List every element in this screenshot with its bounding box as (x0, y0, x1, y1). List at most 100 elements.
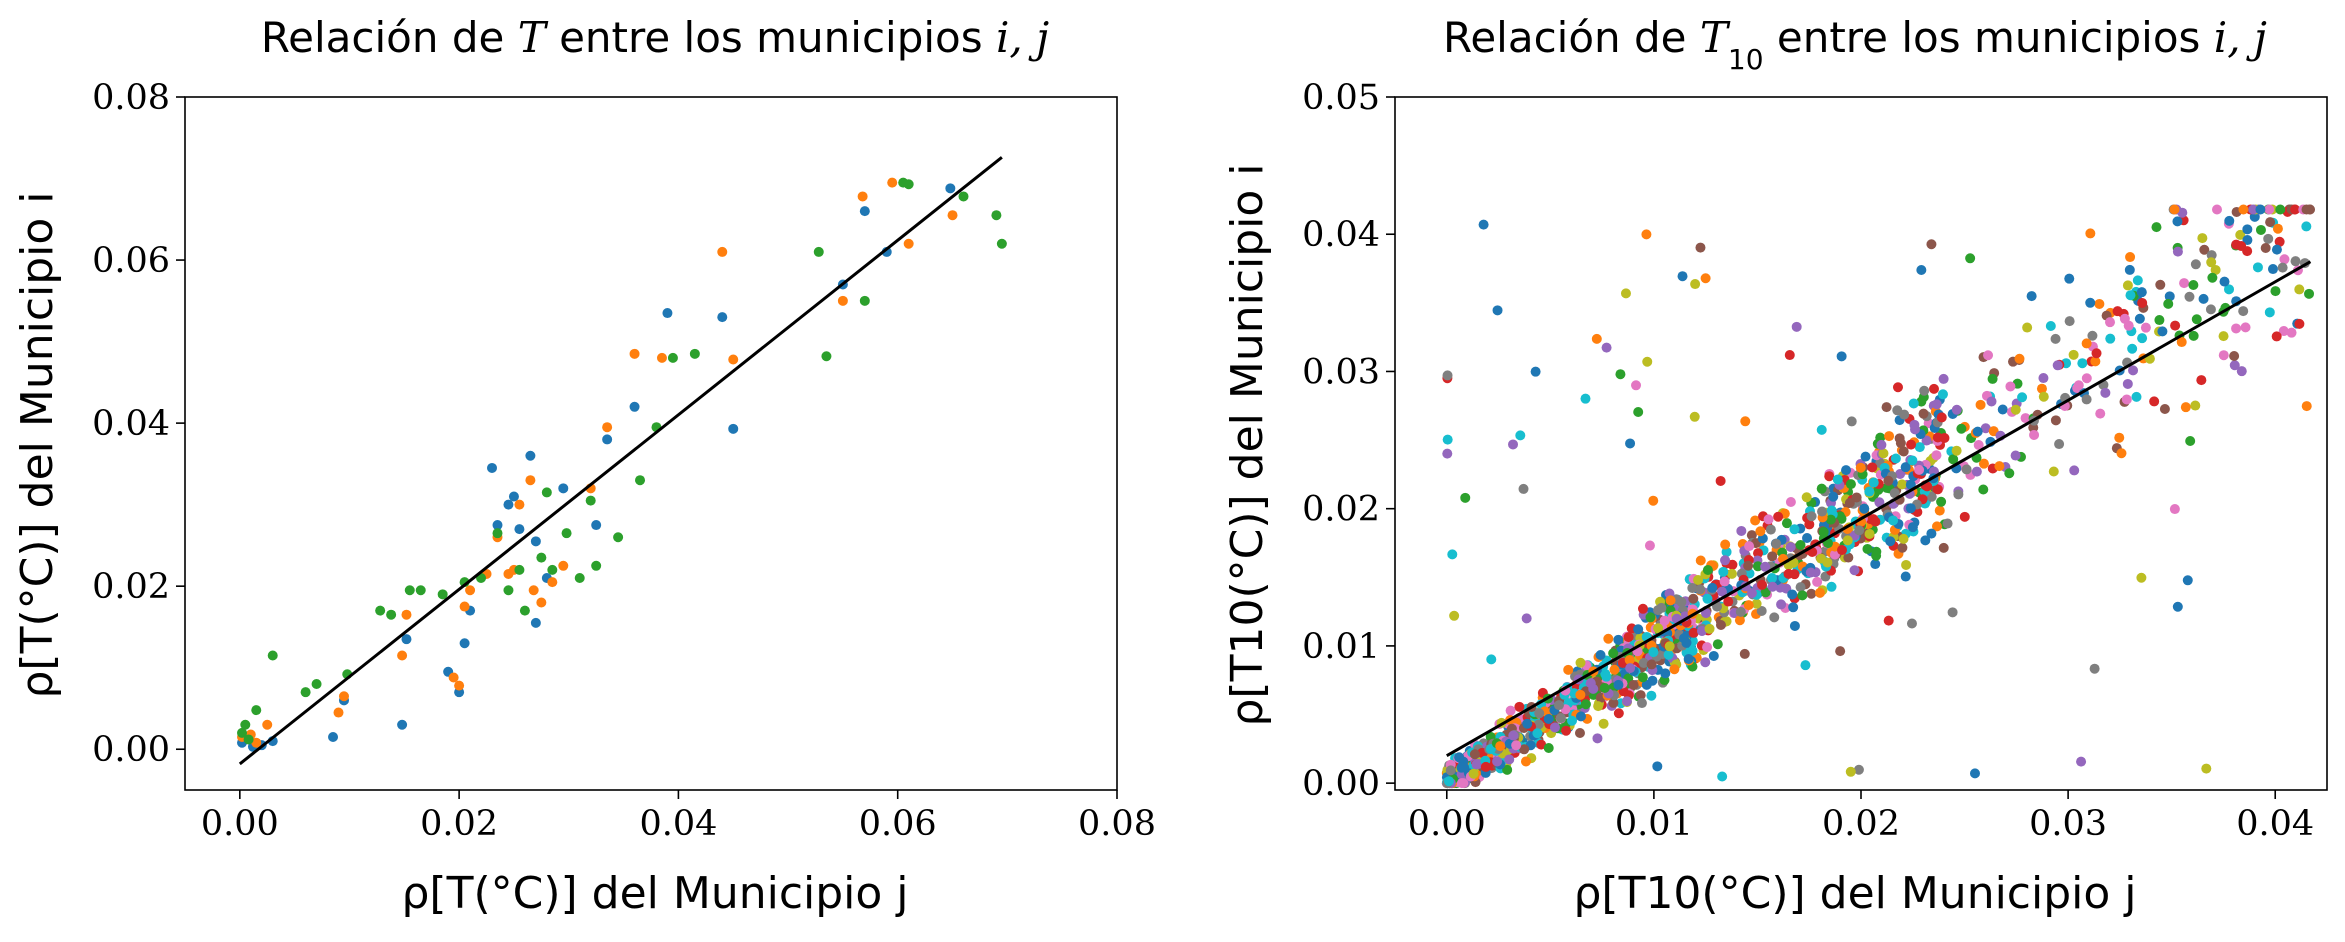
data-point (2242, 235, 2253, 246)
data-point (1681, 637, 1692, 648)
data-point (2068, 349, 2079, 360)
data-point (1965, 253, 1976, 264)
data-point (1720, 555, 1731, 566)
data-point (503, 499, 514, 510)
data-point (1876, 439, 1887, 450)
data-point (2132, 275, 2143, 286)
data-point (1975, 399, 1986, 410)
data-point (1937, 389, 1948, 400)
data-point (1942, 518, 1953, 529)
data-point (2010, 404, 2021, 415)
data-point (1897, 542, 1908, 553)
data-point (1449, 610, 1460, 621)
data-point (525, 475, 536, 486)
data-point (404, 585, 415, 596)
data-point (1508, 730, 1519, 741)
data-point (2198, 293, 2209, 304)
data-point (2264, 307, 2275, 318)
data-point (1897, 479, 1908, 490)
data-point (1765, 524, 1776, 535)
data-point (1695, 555, 1706, 566)
data-point (1543, 713, 1554, 724)
data-point (1939, 433, 1950, 444)
data-point (1870, 516, 1881, 527)
data-point (1934, 505, 1945, 516)
data-point (1701, 608, 1712, 619)
data-point (1920, 535, 1931, 546)
data-point (1593, 701, 1604, 712)
data-point (1736, 525, 1747, 536)
data-point (1598, 718, 1609, 729)
data-point (1928, 383, 1939, 394)
data-point (2255, 204, 2266, 215)
data-point (1514, 701, 1525, 712)
data-point (1652, 761, 1663, 772)
data-point (1914, 464, 1925, 475)
data-point (1646, 659, 1657, 670)
data-point (2127, 343, 2138, 354)
x-tick-label: 0.01 (1615, 804, 1693, 844)
data-point (2134, 313, 2145, 324)
data-point (1665, 595, 1676, 606)
data-point (2119, 313, 2130, 324)
data-point (1845, 479, 1856, 490)
data-point (2274, 236, 2285, 247)
data-point (541, 487, 552, 498)
data-point (1735, 606, 1746, 617)
data-point (1802, 532, 1813, 543)
data-point (1615, 369, 1626, 380)
data-point (1522, 718, 1533, 729)
data-point (2029, 429, 2040, 440)
data-point (536, 597, 547, 608)
data-point (2196, 375, 2207, 386)
data-point (1543, 743, 1554, 754)
data-point (2105, 317, 2116, 328)
y-axis-ticks: 0.00 0.02 0.04 0.06 0.08 (92, 78, 185, 770)
data-point (1931, 399, 1942, 410)
data-point (656, 352, 667, 363)
data-point (613, 532, 624, 543)
data-point (2081, 394, 2092, 405)
data-point (2218, 350, 2229, 361)
data-point (1628, 679, 1639, 690)
data-point (602, 422, 613, 433)
data-point (2091, 348, 2102, 359)
data-point (1623, 632, 1634, 643)
data-point (1783, 568, 1794, 579)
data-point (492, 528, 503, 539)
x-axis-label: ρ[T10(°C)] del Municipio j (1573, 868, 2136, 919)
data-point (530, 617, 541, 628)
data-point (2052, 360, 2063, 371)
data-point (528, 585, 539, 596)
y-axis-label: ρ[T10(°C)] del Municipio i (1222, 163, 1273, 726)
data-point (2185, 436, 2196, 447)
data-point (1609, 664, 1620, 675)
chart-temperature: Relación de T entre los municipios i, j … (12, 13, 1156, 919)
data-point (2081, 373, 2092, 384)
data-point (1505, 705, 1516, 716)
data-point (2170, 320, 2181, 331)
scatter-points (1441, 204, 2316, 789)
data-point (1637, 603, 1648, 614)
data-point (1638, 658, 1649, 669)
data-point (1816, 553, 1827, 564)
data-point (1812, 576, 1823, 587)
y-tick-label: 0.08 (92, 78, 170, 118)
data-point (1787, 589, 1798, 600)
data-point (2301, 221, 2312, 232)
data-point (2304, 288, 2315, 299)
data-point (1948, 454, 1959, 465)
data-point (1702, 565, 1713, 576)
data-point (2240, 322, 2251, 333)
data-point (1824, 471, 1835, 482)
data-point (1700, 657, 1711, 668)
data-point (1816, 424, 1827, 435)
data-point (1854, 525, 1865, 536)
data-point (2136, 572, 2147, 583)
data-point (2004, 468, 2015, 479)
data-point (300, 687, 311, 698)
data-point (2290, 256, 2301, 267)
data-point (514, 499, 525, 510)
data-point (2064, 316, 2075, 327)
data-point (1663, 649, 1674, 660)
